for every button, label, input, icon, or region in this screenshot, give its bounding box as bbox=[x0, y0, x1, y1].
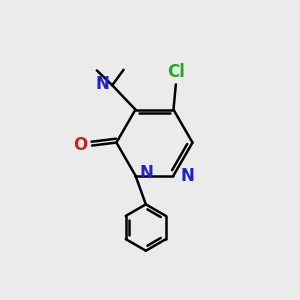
Text: N: N bbox=[180, 167, 194, 184]
Text: N: N bbox=[96, 75, 110, 93]
Text: Cl: Cl bbox=[167, 63, 185, 81]
Text: N: N bbox=[139, 164, 153, 182]
Text: O: O bbox=[73, 136, 88, 154]
